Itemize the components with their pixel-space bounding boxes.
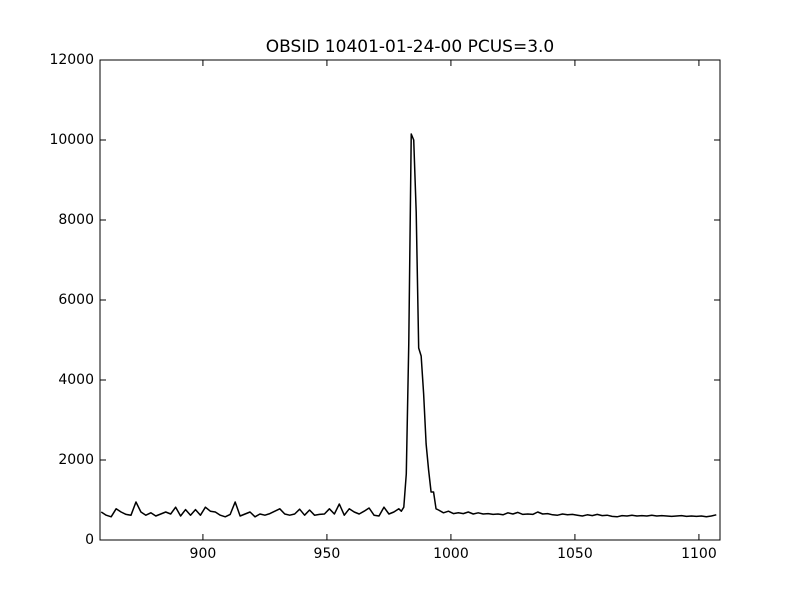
y-tick-label: 2000 (58, 452, 94, 468)
y-tick-label: 8000 (58, 212, 94, 228)
y-tick-label: 10000 (49, 132, 94, 148)
x-tick-label: 1050 (557, 546, 593, 562)
chart-title: OBSID 10401-01-24-00 PCUS=3.0 (266, 37, 554, 57)
x-tick-label: 1100 (681, 546, 717, 562)
y-tick-label: 12000 (49, 52, 94, 68)
x-tick-label: 900 (190, 546, 217, 562)
y-tick-label: 0 (85, 532, 94, 548)
y-tick-label: 4000 (58, 372, 94, 388)
y-tick-label: 6000 (58, 292, 94, 308)
data-line (100, 133, 717, 518)
x-tick-label: 950 (314, 546, 341, 562)
x-tick-label: 1000 (433, 546, 469, 562)
